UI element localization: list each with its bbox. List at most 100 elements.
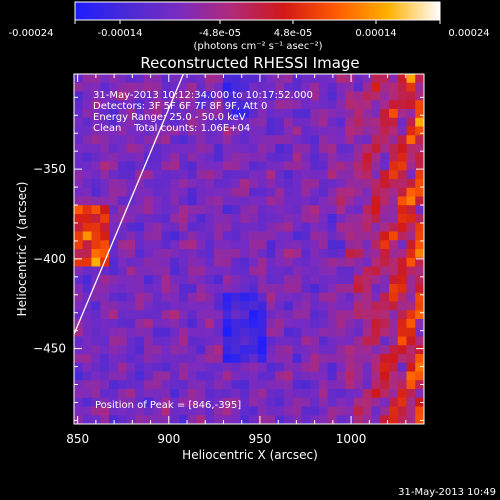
heatmap-cell xyxy=(205,397,215,408)
heatmap-cell xyxy=(100,170,110,180)
heatmap-cell xyxy=(240,222,250,233)
y-tick-label: −400 xyxy=(33,252,66,266)
heatmap-cell xyxy=(397,74,408,84)
heatmap-cell xyxy=(82,292,93,303)
heatmap-cell xyxy=(231,126,241,136)
heatmap-cell xyxy=(397,179,408,189)
heatmap-cell xyxy=(117,117,128,128)
heatmap-cell xyxy=(345,336,355,346)
heatmap-cell xyxy=(292,249,303,259)
heatmap-cell xyxy=(109,397,119,408)
heatmap-cell xyxy=(397,161,408,171)
heatmap-cell xyxy=(380,187,390,198)
heatmap-cell xyxy=(74,152,84,163)
heatmap-cell xyxy=(170,100,180,110)
heatmap-cell xyxy=(327,249,338,259)
heatmap-cell xyxy=(170,240,180,250)
heatmap-cell xyxy=(205,187,215,198)
heatmap-cell xyxy=(126,109,136,119)
heatmap-cell xyxy=(170,301,180,311)
heatmap-cell xyxy=(249,214,259,224)
heatmap-cell xyxy=(117,266,128,276)
heatmap-cell xyxy=(275,126,285,136)
heatmap-cell xyxy=(249,301,259,311)
heatmap-cell xyxy=(301,144,311,154)
heatmap-cell xyxy=(397,275,408,285)
heatmap-cell xyxy=(362,135,373,145)
heatmap-cell xyxy=(161,336,171,346)
heatmap-cell xyxy=(275,275,285,285)
heatmap-cell xyxy=(371,135,381,145)
heatmap-cell xyxy=(91,74,101,84)
heatmap-cell xyxy=(179,152,189,163)
heatmap-cell xyxy=(196,257,206,268)
heatmap-cell xyxy=(415,380,424,390)
heatmap-cell xyxy=(266,91,276,101)
heatmap-cell xyxy=(170,397,180,408)
heatmap-cell xyxy=(196,345,206,355)
heatmap-cell xyxy=(406,362,416,373)
heatmap-cell xyxy=(117,187,128,198)
heatmap-cell xyxy=(275,397,285,408)
heatmap-cell xyxy=(117,327,128,338)
heatmap-cell xyxy=(187,354,198,364)
heatmap-cell xyxy=(345,284,355,294)
heatmap-cell xyxy=(266,319,276,329)
heatmap-cell xyxy=(135,249,145,259)
heatmap-cell xyxy=(389,82,399,93)
heatmap-cell xyxy=(196,406,206,416)
heatmap-cell xyxy=(161,301,171,311)
heatmap-cell xyxy=(380,249,390,259)
heatmap-cell xyxy=(187,222,198,233)
heatmap-cell xyxy=(284,301,294,311)
heatmap-cell xyxy=(371,109,381,119)
heatmap-cell xyxy=(205,310,215,320)
heatmap-cell xyxy=(284,152,294,163)
heatmap-cell xyxy=(266,222,276,233)
heatmap-cell xyxy=(397,117,408,128)
heatmap-cell xyxy=(257,214,268,224)
heatmap-cell xyxy=(214,415,224,424)
heatmap-cell xyxy=(284,205,294,215)
heatmap-cell xyxy=(257,257,268,268)
heatmap-cell xyxy=(389,249,399,259)
heatmap-cell xyxy=(152,117,163,128)
heatmap-cell xyxy=(117,126,128,136)
heatmap-cell xyxy=(109,275,119,285)
heatmap-cell xyxy=(397,196,408,206)
heatmap-cell xyxy=(380,152,390,163)
heatmap-cell xyxy=(196,152,206,163)
heatmap-cell xyxy=(266,310,276,320)
heatmap-cell xyxy=(371,205,381,215)
heatmap-cell xyxy=(179,109,189,119)
heatmap-cell xyxy=(100,152,110,163)
heatmap-cell xyxy=(100,179,110,189)
heatmap-cell xyxy=(161,196,171,206)
heatmap-cell xyxy=(292,389,303,399)
heatmap-cell xyxy=(91,301,101,311)
colorbar-tick-label: 4.8e-05 xyxy=(274,28,312,39)
heatmap-cell xyxy=(82,82,93,93)
heatmap-cell xyxy=(406,196,416,206)
heatmap-cell xyxy=(257,82,268,93)
heatmap-cell xyxy=(187,327,198,338)
heatmap-cell xyxy=(319,389,329,399)
heatmap-cell xyxy=(249,82,259,93)
heatmap-cell xyxy=(336,170,346,180)
heatmap-cell xyxy=(74,82,84,93)
heatmap-cell xyxy=(319,205,329,215)
heatmap-cell xyxy=(179,170,189,180)
heatmap-cell xyxy=(319,100,329,110)
heatmap-cell xyxy=(397,109,408,119)
heatmap-cell xyxy=(82,284,93,294)
heatmap-cell xyxy=(240,144,250,154)
heatmap-cell xyxy=(231,292,241,303)
heatmap-cell xyxy=(284,345,294,355)
heatmap-cell xyxy=(196,91,206,101)
heatmap-cell xyxy=(275,284,285,294)
heatmap-cell xyxy=(222,109,233,119)
heatmap-cell xyxy=(205,91,215,101)
heatmap-cell xyxy=(126,240,136,250)
heatmap-cell xyxy=(327,187,338,198)
heatmap-cell xyxy=(214,231,224,241)
